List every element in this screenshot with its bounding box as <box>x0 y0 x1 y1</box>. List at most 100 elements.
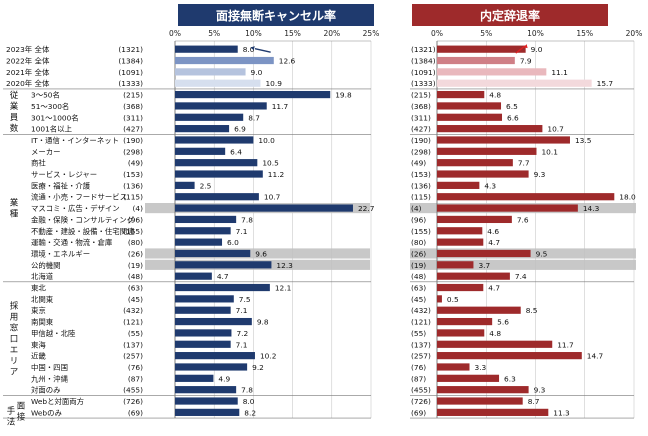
left-x-tick-label: 5% <box>208 29 220 38</box>
left-row-n: (153) <box>123 170 143 179</box>
right-bar <box>437 170 529 178</box>
right-bar-value: 4.6 <box>487 227 499 236</box>
right-bar-value: 9.0 <box>531 45 543 54</box>
left-bar-value: 10.5 <box>262 159 279 168</box>
right-bar-value: 8.7 <box>528 397 540 406</box>
left-bar-value: 10.9 <box>265 79 282 88</box>
row-label: 東北 <box>31 284 46 293</box>
right-bar-value: 7.4 <box>515 272 527 281</box>
left-bar-value: 12.3 <box>276 261 293 270</box>
left-bar-value: 9.6 <box>255 249 267 258</box>
group-label-char: 数 <box>10 123 19 134</box>
right-row-n: (1384) <box>411 57 436 66</box>
right-row-n: (137) <box>411 340 431 349</box>
row-label: 甲信越・北陸 <box>31 329 76 338</box>
right-bar-value: 8.5 <box>526 306 538 315</box>
left-row-n: (49) <box>128 159 143 168</box>
group-label-char: 採 <box>10 301 19 312</box>
left-bar-value: 9.2 <box>252 363 264 372</box>
right-bar <box>437 181 480 189</box>
left-bar-value: 8.0 <box>243 45 255 54</box>
group-label-char: 法 <box>7 416 16 427</box>
left-row-n: (136) <box>123 181 143 190</box>
left-row-n: (48) <box>128 272 143 281</box>
left-bar <box>175 306 231 314</box>
group-label-char: 種 <box>10 209 19 220</box>
left-bar <box>175 227 231 235</box>
left-row-n: (311) <box>123 113 143 122</box>
right-bar <box>437 352 582 360</box>
right-bar-value: 9.5 <box>536 249 548 258</box>
right-row-n: (115) <box>411 193 431 202</box>
left-bar-value: 7.8 <box>241 215 253 224</box>
left-bar-value: 8.0 <box>243 397 255 406</box>
row-label: 金融・保険・コンサルティング <box>31 215 135 224</box>
left-row-n: (190) <box>123 136 143 145</box>
left-row-n: (115) <box>123 193 143 202</box>
right-row-n: (80) <box>411 238 426 247</box>
right-bar-value: 11.1 <box>551 68 568 77</box>
left-row-n: (1333) <box>118 79 143 88</box>
right-bar <box>437 272 510 280</box>
left-bar-value: 2.5 <box>200 181 212 190</box>
right-bar-value: 6.5 <box>506 102 518 111</box>
row-label: 3～50名 <box>31 91 60 100</box>
row-label: Webのみ <box>31 408 62 417</box>
row-label: 2021年 全体 <box>6 68 50 77</box>
right-bar <box>437 56 515 65</box>
left-bar <box>175 147 226 155</box>
right-bar-value: 7.7 <box>518 159 530 168</box>
left-row-n: (1321) <box>118 45 143 54</box>
right-bar <box>437 374 500 382</box>
left-bar <box>175 68 246 76</box>
left-bar <box>175 408 240 416</box>
right-bar <box>437 227 483 235</box>
left-row-n: (455) <box>123 386 143 395</box>
left-bar-value: 6.0 <box>227 238 239 247</box>
left-title-box <box>178 4 374 26</box>
left-bar <box>175 261 272 269</box>
right-bar <box>437 249 531 258</box>
right-bar <box>437 215 512 224</box>
row-label: 北海道 <box>31 272 54 281</box>
right-row-n: (1333) <box>411 79 436 88</box>
left-row-n: (368) <box>123 102 143 111</box>
right-row-n: (76) <box>411 363 426 372</box>
left-bar <box>175 215 237 224</box>
right-bar <box>437 386 529 394</box>
right-bar <box>437 397 523 405</box>
left-bar-value: 10.2 <box>260 352 276 361</box>
right-bar <box>437 204 578 212</box>
right-bar <box>437 159 513 167</box>
row-label: 環境・エネルギー <box>31 249 90 258</box>
left-bar <box>175 102 267 110</box>
right-bar <box>437 408 549 416</box>
left-bar-value: 7.1 <box>236 340 248 349</box>
right-bar-value: 9.3 <box>534 386 546 395</box>
right-bar <box>437 147 537 155</box>
right-bar <box>437 317 493 326</box>
left-bar <box>175 272 212 280</box>
right-bar-value: 11.7 <box>557 340 574 349</box>
right-bar-value: 3.3 <box>475 363 487 372</box>
right-bar <box>437 283 484 292</box>
right-x-tick-label: 0% <box>431 29 443 38</box>
right-row-highlight <box>410 259 636 270</box>
group-label-char: エ <box>10 346 19 356</box>
left-bar-value: 11.2 <box>268 170 284 179</box>
left-row-n: (427) <box>123 125 143 134</box>
right-row-n: (432) <box>411 306 431 315</box>
row-label: 運輸・交通・物流・倉庫 <box>31 238 113 247</box>
left-bar-value: 9.8 <box>257 318 269 327</box>
left-trend-arrow-shaft <box>254 47 271 53</box>
left-bar <box>175 238 223 246</box>
left-bar <box>175 374 214 382</box>
right-row-n: (49) <box>411 159 426 168</box>
right-row-n: (1321) <box>411 45 436 54</box>
row-label: 2020年 全体 <box>6 79 50 88</box>
right-bar <box>437 136 570 144</box>
right-trend-arrow-head <box>523 44 528 49</box>
right-bar-value: 4.7 <box>488 238 500 247</box>
left-bar <box>175 113 244 121</box>
right-bar <box>437 238 484 246</box>
